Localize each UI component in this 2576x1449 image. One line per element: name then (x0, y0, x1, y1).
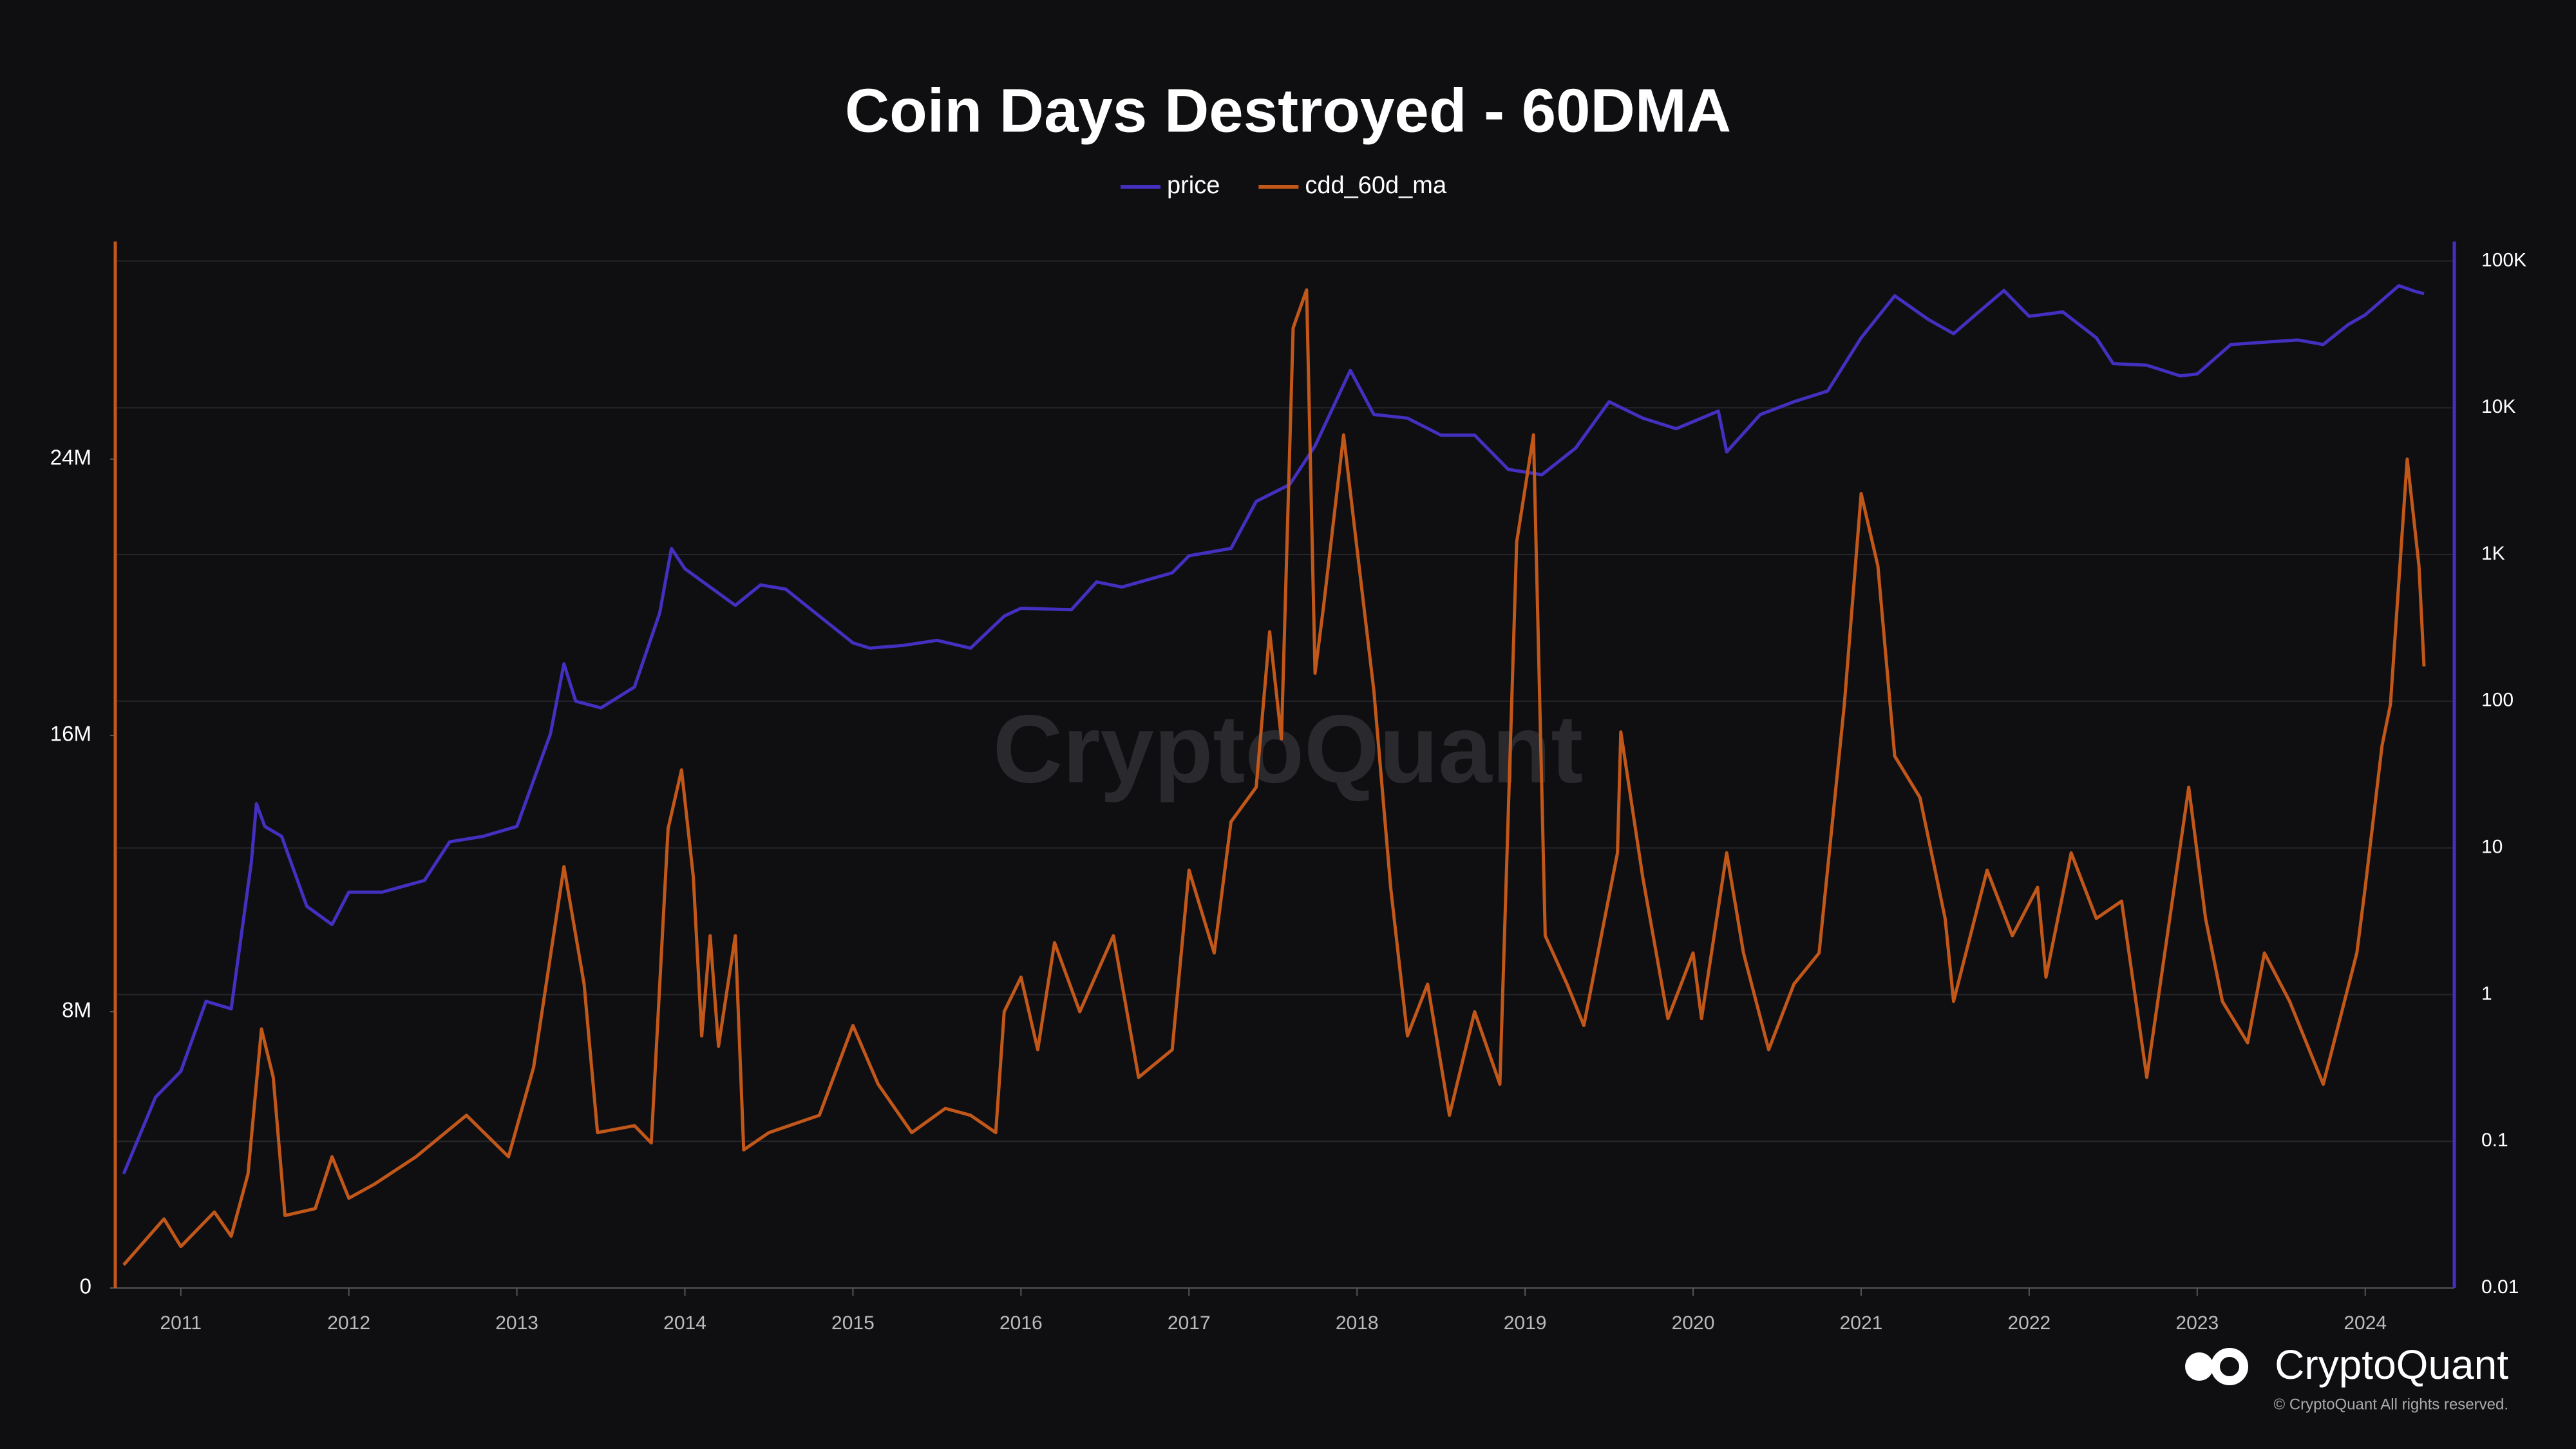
y-tick-label: 16M (50, 722, 91, 746)
y2-tick-label: 0.1 (2481, 1130, 2508, 1151)
x-tick-label: 2014 (663, 1312, 706, 1334)
x-tick-label: 2019 (1504, 1312, 1547, 1334)
x-tick-label: 2020 (1672, 1312, 1715, 1334)
x-tick-label: 2023 (2175, 1312, 2219, 1334)
x-tick-label: 2018 (1336, 1312, 1379, 1334)
brand-logo (2185, 1348, 2248, 1385)
y2-tick-label: 10 (2481, 837, 2503, 858)
chart-title: Coin Days Destroyed - 60DMA (845, 76, 1731, 145)
x-tick-label: 2021 (1840, 1312, 1883, 1334)
y-tick-label: 24M (50, 446, 91, 469)
y2-tick-label: 1 (2481, 983, 2492, 1004)
copyright: © CryptoQuant All rights reserved. (2274, 1396, 2509, 1413)
x-tick-label: 2017 (1168, 1312, 1211, 1334)
x-tick-label: 2012 (327, 1312, 370, 1334)
legend-label: price (1167, 172, 1220, 199)
watermark: CryptoQuant (993, 695, 1584, 803)
y-tick-label: 8M (62, 998, 91, 1022)
x-tick-label: 2015 (831, 1312, 875, 1334)
y2-tick-label: 1K (2481, 543, 2505, 564)
y2-tick-label: 0.01 (2481, 1276, 2519, 1298)
y2-tick-label: 10K (2481, 396, 2515, 417)
legend-label: cdd_60d_ma (1305, 172, 1447, 199)
x-tick-label: 2022 (2007, 1312, 2050, 1334)
series-line (122, 284, 2425, 1175)
y2-tick-label: 100K (2481, 249, 2526, 270)
brand: CryptoQuant (2275, 1341, 2508, 1388)
x-tick-label: 2016 (999, 1312, 1043, 1334)
series-line (122, 288, 2426, 1266)
y-tick-label: 0 (80, 1274, 91, 1298)
y2-tick-label: 100 (2481, 690, 2514, 711)
x-tick-label: 2013 (495, 1312, 538, 1334)
x-tick-label: 2011 (160, 1312, 202, 1334)
x-tick-label: 2024 (2344, 1312, 2387, 1334)
